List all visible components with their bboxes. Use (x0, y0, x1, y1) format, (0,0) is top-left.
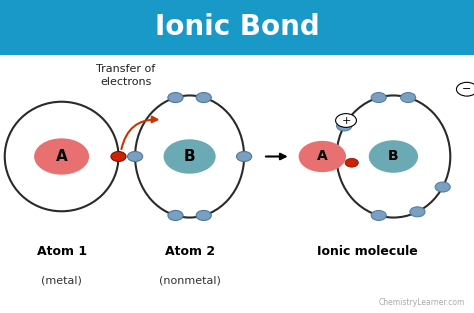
Text: Ionic molecule: Ionic molecule (317, 245, 418, 259)
Text: B: B (184, 149, 195, 164)
Circle shape (337, 121, 352, 131)
Circle shape (128, 151, 143, 162)
Circle shape (299, 141, 346, 172)
Circle shape (371, 210, 386, 220)
Circle shape (237, 151, 252, 162)
Circle shape (111, 151, 126, 162)
Circle shape (410, 207, 425, 217)
Text: A: A (56, 149, 67, 164)
Circle shape (34, 138, 89, 175)
Text: +: + (341, 115, 351, 126)
Text: (metal): (metal) (41, 275, 82, 285)
Circle shape (329, 151, 344, 162)
Text: Ionic Bond: Ionic Bond (155, 13, 319, 41)
Circle shape (164, 139, 216, 174)
Circle shape (196, 210, 211, 220)
Text: A: A (317, 150, 328, 163)
Text: Atom 1: Atom 1 (36, 245, 87, 259)
Circle shape (168, 93, 183, 103)
Circle shape (168, 210, 183, 220)
FancyBboxPatch shape (0, 0, 474, 55)
Circle shape (456, 82, 474, 96)
Circle shape (196, 93, 211, 103)
Text: Atom 2: Atom 2 (164, 245, 215, 259)
Text: B: B (388, 150, 399, 163)
Text: ChemistryLearner.com: ChemistryLearner.com (378, 298, 465, 307)
Circle shape (369, 140, 418, 173)
Text: Transfer of
electrons: Transfer of electrons (96, 64, 155, 87)
Circle shape (345, 158, 358, 167)
Circle shape (336, 114, 356, 127)
Circle shape (435, 182, 450, 192)
Circle shape (371, 93, 386, 103)
Text: (nonmetal): (nonmetal) (159, 275, 220, 285)
Circle shape (401, 93, 416, 103)
Text: −: − (462, 84, 472, 94)
